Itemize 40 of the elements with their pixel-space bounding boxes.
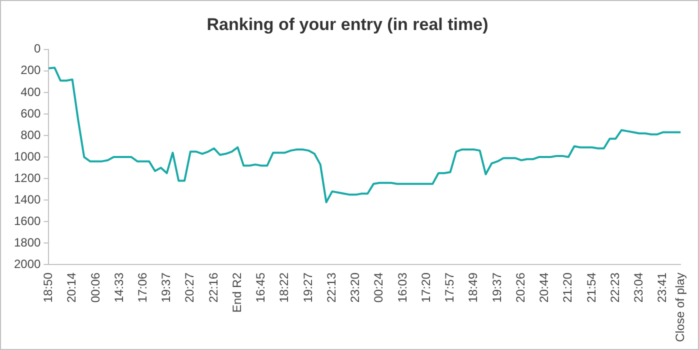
y-tick-label: 1800 (14, 235, 42, 250)
x-tick-label: 21:20 (560, 272, 575, 303)
y-tick-label: 1200 (14, 170, 42, 185)
x-tick-label: 19:37 (159, 272, 174, 303)
y-tick-label: 400 (20, 84, 42, 99)
x-tick-label: 21:54 (584, 272, 598, 303)
x-tick-label: 14:33 (112, 272, 126, 303)
y-tick-label: 2000 (14, 256, 42, 271)
x-tick-label: End R2 (230, 272, 244, 313)
x-tick-label: 19:37 (490, 272, 504, 303)
y-tick-label: 0 (34, 42, 42, 56)
x-tick-label: 00:24 (372, 272, 386, 303)
y-tick-label: 1400 (14, 192, 42, 206)
x-tick-label: 19:27 (300, 272, 315, 303)
x-tick-label: 22:23 (608, 272, 622, 303)
x-tick-label: 20:27 (182, 272, 197, 303)
chart-title: Ranking of your entry (in real time) (206, 14, 488, 34)
x-tick-label: 18:49 (466, 272, 480, 303)
y-tick-label: 1000 (14, 149, 42, 164)
x-tick-label: 23:20 (348, 272, 362, 303)
y-tick-label: 1600 (14, 214, 42, 228)
x-tick-label: 17:06 (136, 272, 150, 303)
y-tick-label: 200 (20, 63, 42, 78)
x-tick-label: 22:13 (324, 272, 338, 303)
x-tick-label: 17:20 (418, 272, 433, 303)
x-tick-label: 20:44 (537, 272, 552, 303)
x-tick-label: 16:03 (395, 272, 410, 303)
x-tick-label: 16:45 (254, 272, 268, 303)
x-tick-label: 23:04 (632, 272, 646, 303)
x-tick-label: 18:22 (277, 272, 292, 303)
y-tick-label: 800 (20, 128, 42, 142)
x-tick-label: 00:06 (88, 272, 102, 303)
x-tick-label: Close of play (672, 272, 687, 342)
x-tick-label: 18:50 (41, 272, 56, 303)
y-tick-label: 600 (20, 106, 42, 120)
x-tick-label: 23:41 (655, 272, 670, 303)
x-tick-label: 20:26 (513, 272, 528, 303)
x-tick-label: 22:16 (206, 272, 220, 303)
x-tick-label: 17:57 (442, 272, 457, 303)
x-tick-label: 20:14 (64, 272, 79, 303)
